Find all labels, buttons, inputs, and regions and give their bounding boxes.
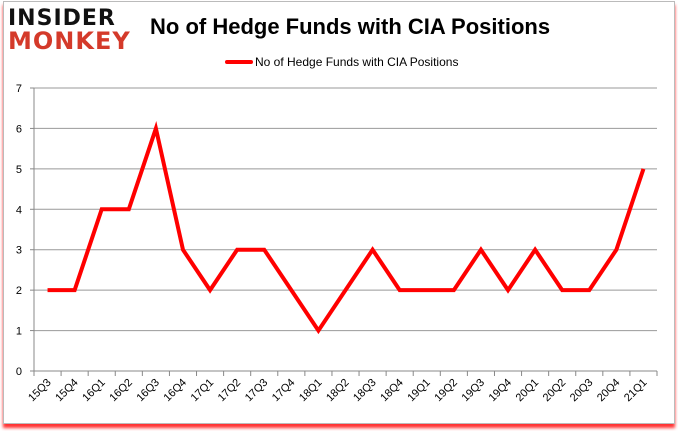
x-tick-label: 17Q1 [189, 377, 217, 405]
logo-line1: INSIDER [8, 6, 116, 31]
x-tick-label: 17Q4 [270, 377, 298, 405]
x-tick-label: 20Q1 [514, 377, 542, 405]
y-tick-label: 0 [16, 366, 22, 378]
chart-title: No of Hedge Funds with CIA Positions [150, 14, 551, 39]
legend: No of Hedge Funds with CIA Positions [225, 55, 458, 69]
x-tick-label: 18Q1 [297, 377, 325, 405]
x-tick-label: 18Q2 [324, 377, 352, 405]
x-tick-label: 18Q3 [351, 377, 379, 405]
x-tick-label: 17Q3 [243, 377, 271, 405]
insider-monkey-logo: INSIDER MONKEY [8, 6, 131, 55]
x-tick-label: 15Q3 [26, 377, 54, 405]
x-tick-label: 16Q3 [134, 377, 162, 405]
x-tick-label: 18Q4 [378, 377, 406, 405]
x-tick-label: 19Q1 [405, 377, 433, 405]
y-tick-label: 7 [16, 83, 22, 95]
logo-line2: MONKEY [8, 27, 131, 55]
y-tick-label: 5 [16, 164, 22, 176]
x-tick-label: 17Q2 [216, 377, 244, 405]
x-tick-label: 20Q3 [568, 377, 596, 405]
x-tick-label: 19Q2 [432, 377, 460, 405]
x-tick-label: 16Q1 [80, 377, 108, 405]
y-tick-label: 3 [16, 245, 22, 257]
y-tick-label: 1 [16, 326, 22, 338]
x-tick-label: 19Q3 [460, 377, 488, 405]
x-tick-label: 20Q4 [595, 377, 623, 405]
y-tick-label: 4 [16, 204, 22, 216]
y-tick-label: 2 [16, 285, 22, 297]
legend-swatch [225, 60, 253, 64]
x-tick-label: 15Q4 [53, 377, 81, 405]
x-tick-label: 20Q2 [541, 377, 569, 405]
x-tick-label: 19Q4 [487, 377, 515, 405]
series-line [47, 120, 646, 335]
y-tick-label: 6 [16, 123, 22, 135]
x-tick-label: 16Q2 [107, 377, 135, 405]
chart-frame [3, 1, 675, 424]
x-tick-label: 16Q4 [162, 377, 190, 405]
x-tick-label: 21Q1 [622, 377, 650, 405]
legend-label: No of Hedge Funds with CIA Positions [255, 55, 459, 69]
